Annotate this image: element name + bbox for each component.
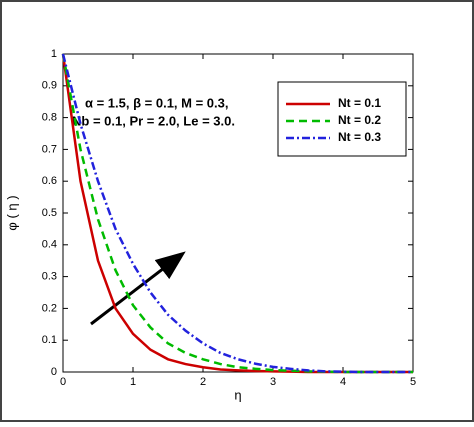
trend-arrow bbox=[90, 251, 186, 326]
y-tick-label: 0.5 bbox=[42, 207, 57, 219]
legend-box bbox=[277, 81, 407, 157]
legend-label: Nt = 0.2 bbox=[338, 113, 381, 127]
legend-label: Nt = 0.3 bbox=[338, 130, 381, 144]
y-tick-label: 0.1 bbox=[42, 334, 57, 346]
y-tick-label: 0.4 bbox=[42, 239, 57, 251]
y-tick-label: 1 bbox=[51, 48, 57, 60]
y-tick-label: 0 bbox=[51, 366, 57, 378]
y-tick-label: 0.2 bbox=[42, 302, 57, 314]
y-tick-label: 0.8 bbox=[42, 112, 57, 124]
x-tick-label: 1 bbox=[130, 376, 136, 388]
legend-label: Nt = 0.1 bbox=[338, 96, 381, 110]
series-line bbox=[61, 53, 413, 374]
x-tick-label: 0 bbox=[60, 376, 66, 388]
annotation: Nb = 0.1, Pr = 2.0, Le = 3.0. bbox=[72, 113, 235, 128]
x-tick-label: 2 bbox=[200, 376, 206, 388]
x-tick-label: 3 bbox=[270, 376, 276, 388]
y-tick-label: 0.7 bbox=[42, 143, 57, 155]
x-axis-label: η bbox=[234, 387, 241, 402]
y-tick-label: 0.3 bbox=[42, 271, 57, 283]
series-line bbox=[61, 53, 413, 374]
y-tick-label: 0.9 bbox=[42, 80, 57, 92]
y-axis-label: φ ( η ) bbox=[4, 195, 19, 230]
y-tick-label: 0.6 bbox=[42, 175, 57, 187]
x-tick-label: 5 bbox=[410, 376, 416, 388]
x-tick-label: 4 bbox=[340, 376, 346, 388]
annotation: α = 1.5, β = 0.1, M = 0.3, bbox=[85, 95, 228, 110]
